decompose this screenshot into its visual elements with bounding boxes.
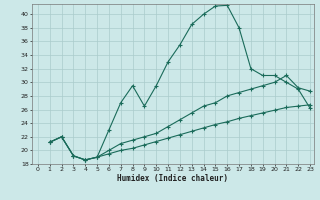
X-axis label: Humidex (Indice chaleur): Humidex (Indice chaleur) (117, 174, 228, 183)
